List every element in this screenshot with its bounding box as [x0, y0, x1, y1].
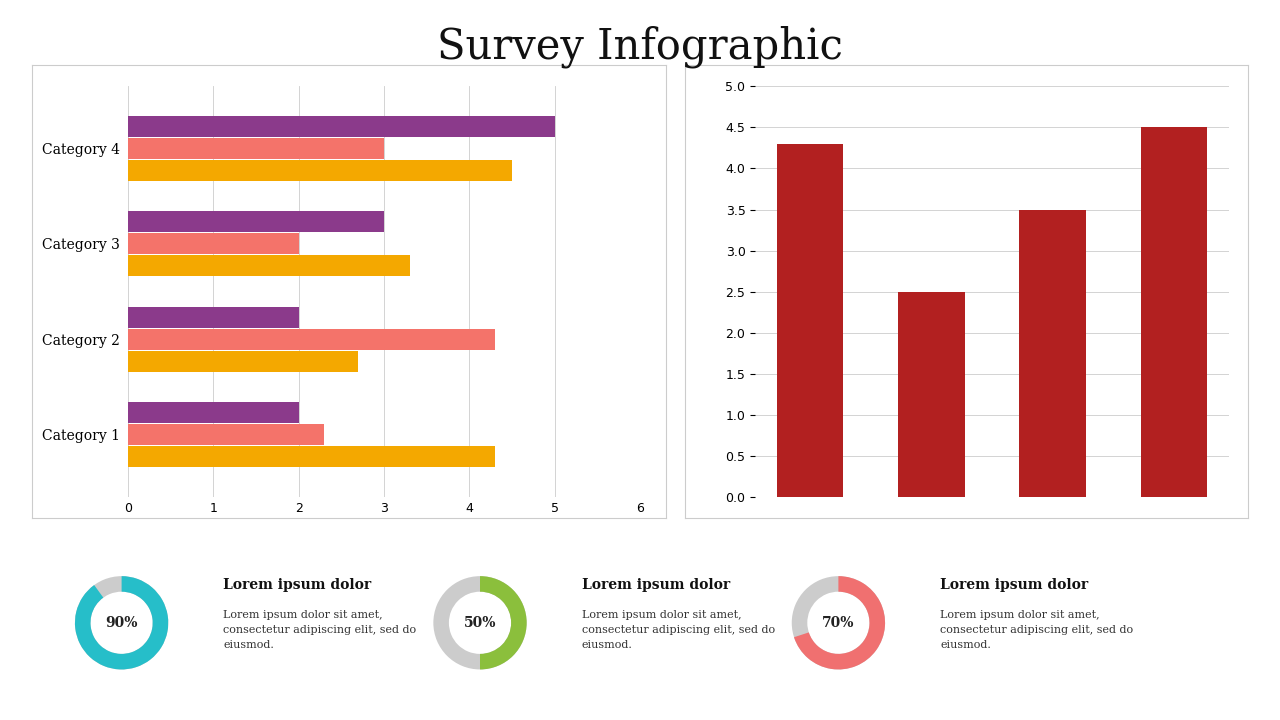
Bar: [128, 329, 495, 350]
Wedge shape: [434, 576, 526, 670]
Bar: [128, 233, 298, 254]
Bar: [1140, 127, 1207, 497]
Text: 90%: 90%: [105, 616, 138, 630]
Wedge shape: [792, 576, 884, 670]
Text: 70%: 70%: [822, 616, 855, 630]
Bar: [128, 424, 324, 445]
Wedge shape: [76, 576, 168, 670]
Text: Lorem ipsum dolor sit amet,
consectetur adipiscing elit, sed do
eiusmod.: Lorem ipsum dolor sit amet, consectetur …: [581, 611, 774, 649]
Bar: [128, 116, 554, 137]
Wedge shape: [480, 576, 526, 670]
Wedge shape: [794, 576, 884, 670]
Bar: [128, 446, 495, 467]
Bar: [128, 402, 298, 423]
Bar: [777, 144, 844, 497]
Text: Survey Infographic: Survey Infographic: [436, 25, 844, 68]
Text: Lorem ipsum dolor: Lorem ipsum dolor: [224, 578, 371, 593]
Text: Lorem ipsum dolor: Lorem ipsum dolor: [941, 578, 1088, 593]
Text: 50%: 50%: [463, 616, 497, 630]
Bar: [128, 351, 358, 372]
Bar: [128, 212, 384, 233]
Bar: [128, 160, 512, 181]
Text: Lorem ipsum dolor sit amet,
consectetur adipiscing elit, sed do
eiusmod.: Lorem ipsum dolor sit amet, consectetur …: [941, 611, 1133, 649]
Bar: [128, 138, 384, 159]
Text: Lorem ipsum dolor sit amet,
consectetur adipiscing elit, sed do
eiusmod.: Lorem ipsum dolor sit amet, consectetur …: [224, 611, 416, 649]
Bar: [899, 292, 965, 497]
Bar: [128, 256, 410, 276]
Bar: [1019, 210, 1085, 497]
Text: Lorem ipsum dolor: Lorem ipsum dolor: [581, 578, 730, 593]
Bar: [128, 307, 298, 328]
Wedge shape: [76, 576, 168, 670]
